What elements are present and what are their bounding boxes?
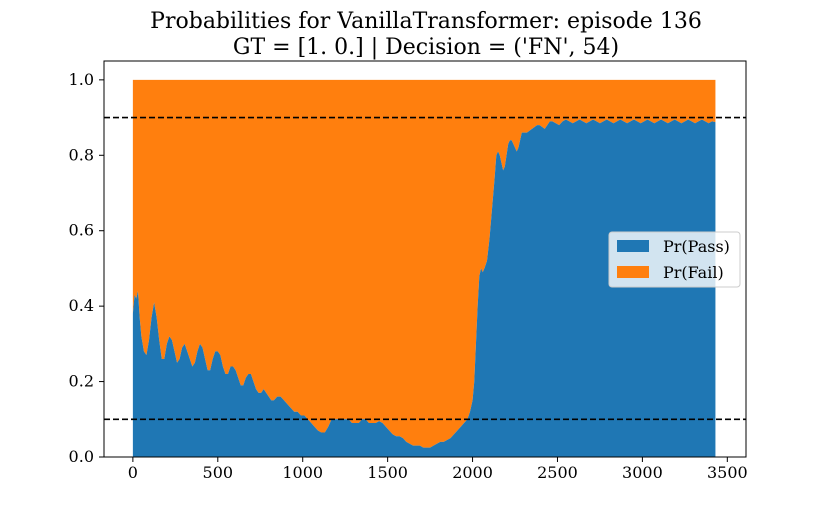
axes: 0 500 1000 1500 2000 2500 3000 3500 0.0 0.2 0.4 0.6…	[69, 60, 748, 482]
x-tick-label: 0	[128, 463, 138, 482]
plot-area	[104, 79, 746, 457]
series-area-pr-pass	[132, 119, 716, 457]
series-area-pr-fail	[132, 79, 716, 448]
x-tick-label: 2000	[452, 463, 493, 482]
x-tick-label: 1500	[367, 463, 408, 482]
y-tick-label: 0.8	[69, 145, 94, 164]
y-tick-label: 0.6	[69, 221, 94, 240]
x-tick-label: 2500	[537, 463, 578, 482]
y-tick-label: 1.0	[69, 70, 94, 89]
legend-label: Pr(Pass)	[663, 237, 730, 256]
x-tick-label: 500	[203, 463, 234, 482]
chart-title: Probabilities for VanillaTransformer: ep…	[150, 9, 702, 34]
axes-frame	[103, 60, 747, 458]
x-tick-label: 1000	[282, 463, 323, 482]
y-tick-label: 0.0	[69, 447, 94, 466]
y-tick-label: 0.4	[69, 296, 94, 315]
x-tick-label: 3000	[622, 463, 663, 482]
legend: Pr(Pass) Pr(Fail)	[608, 231, 741, 288]
legend-label: Pr(Fail)	[663, 263, 724, 282]
x-tick-label: 3500	[707, 463, 748, 482]
y-tick-label: 0.2	[69, 372, 94, 391]
legend-swatch	[617, 266, 649, 278]
legend-swatch	[617, 240, 649, 252]
chart-subtitle: GT = [1. 0.] | Decision = ('FN', 54)	[233, 35, 619, 60]
